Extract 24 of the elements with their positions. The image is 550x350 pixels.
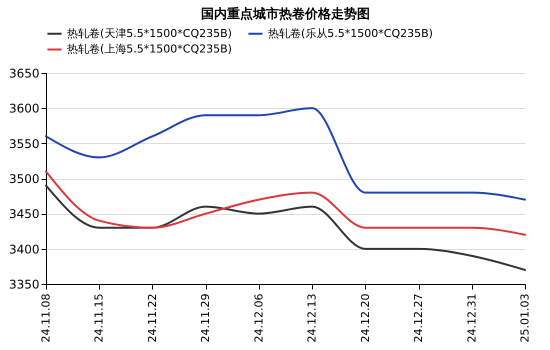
x-tick-label: 24.12.31 xyxy=(465,294,478,342)
x-tick-label: 24.12.13 xyxy=(306,294,319,342)
y-tick-label: 3550 xyxy=(8,136,40,151)
x-tick-label: 24.11.15 xyxy=(92,294,106,342)
x-tick-label: 24.11.08 xyxy=(40,294,52,342)
x-tick-label: 24.12.06 xyxy=(252,294,266,342)
y-tick-label: 3600 xyxy=(8,102,40,116)
line-series xyxy=(45,107,526,201)
x-tick-label: 25.01.03 xyxy=(518,294,532,342)
x-tick-label: 24.11.22 xyxy=(146,294,159,342)
y-tick-label: 3650 xyxy=(8,66,40,80)
x-tick-label: 24.11.29 xyxy=(199,294,212,342)
chart-title: 国内重点城市热卷价格走势图 xyxy=(201,6,370,22)
x-tick-label: 24.12.20 xyxy=(358,294,372,342)
legend-label: 热轧卷(乐从5.5*1500*CQ235B) xyxy=(268,26,433,40)
y-tick-label: 3450 xyxy=(8,207,40,222)
legend-label: 热轧卷(上海5.5*1500*CQ235B) xyxy=(67,42,232,56)
legend-label: 热轧卷(天津5.5*1500*CQ235B) xyxy=(67,26,232,40)
y-tick-label: 3500 xyxy=(8,172,40,186)
line-series xyxy=(45,170,526,236)
y-tick-label: 3350 xyxy=(8,278,40,292)
x-tick-label: 24.12.27 xyxy=(412,294,426,342)
line-series xyxy=(45,184,526,271)
y-tick-label: 3400 xyxy=(8,242,40,256)
